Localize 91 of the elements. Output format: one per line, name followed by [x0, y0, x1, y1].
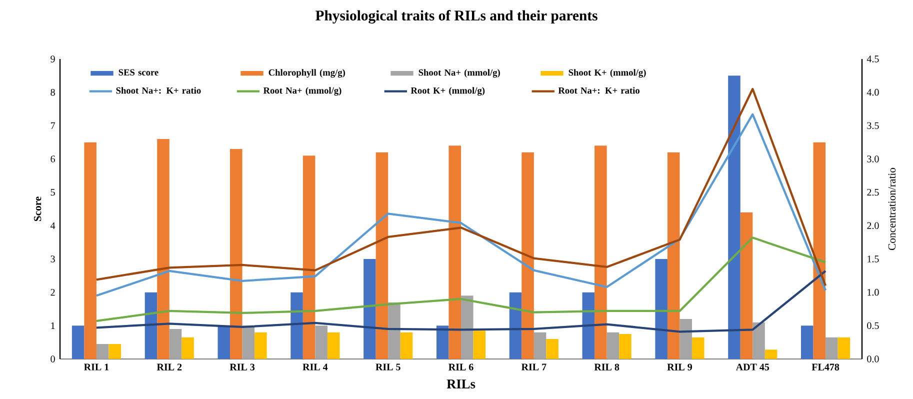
x-tick-label: RIL 6	[448, 364, 474, 370]
bar	[400, 332, 413, 359]
bar	[302, 156, 316, 359]
x-tick-label: ADT 45	[736, 364, 770, 370]
x-axis-title: RILs	[446, 380, 476, 388]
legend-label: Chlorophyll (mg/g)	[268, 69, 346, 78]
y2-tick-label: 2.0	[867, 222, 879, 230]
legend-label: Shoot Na+: K+ ratio	[116, 87, 201, 94]
bar	[254, 332, 267, 359]
legend-label: Shoot K+ (mmol/g)	[568, 69, 646, 78]
legend-label: Root K+ (mmol/g)	[410, 87, 485, 96]
y2-tick-label: 0.5	[867, 322, 879, 330]
bar	[376, 152, 388, 359]
bar	[655, 258, 668, 359]
bar	[522, 152, 534, 359]
legend-label: SES score	[118, 69, 158, 76]
bar	[813, 142, 826, 359]
bar	[534, 332, 546, 359]
bar	[838, 337, 850, 359]
bar	[436, 326, 449, 359]
y2-tick-label: 1.5	[868, 256, 879, 262]
y-tick-label: 8	[50, 88, 55, 96]
bar	[72, 326, 84, 359]
bar	[667, 152, 680, 359]
y2-tick-label: 3.5	[867, 122, 879, 130]
legend-label: Root Na+: K+ ratio	[558, 87, 640, 94]
bar	[764, 350, 778, 359]
bar	[582, 292, 595, 359]
line-series	[95, 88, 827, 287]
bar	[801, 326, 814, 359]
bar	[752, 322, 765, 359]
bar	[84, 142, 96, 359]
bar	[728, 76, 740, 359]
y-tick-label: 6	[50, 156, 56, 162]
bar	[546, 338, 558, 359]
bar	[594, 146, 607, 359]
line-series	[95, 270, 827, 333]
bar	[448, 146, 462, 359]
legend-label: Shoot Na+ (mmol/g)	[418, 69, 500, 78]
y-tick-label: 1	[51, 322, 55, 329]
bar	[96, 344, 109, 359]
bar	[230, 148, 242, 359]
y2-tick-label: 0.0	[867, 356, 879, 362]
bar	[327, 332, 340, 359]
y2-tick-label: 1.0	[868, 288, 879, 296]
bar	[108, 344, 121, 359]
bar	[388, 302, 400, 359]
bar	[826, 337, 838, 359]
x-tick-label: RIL 8	[594, 364, 620, 370]
bar	[364, 258, 376, 359]
line-series	[95, 236, 827, 322]
x-tick-label: RIL 7	[521, 364, 546, 370]
bar	[606, 332, 620, 359]
bar	[157, 138, 170, 359]
bar	[680, 318, 692, 359]
x-tick-label: RIL 5	[376, 364, 400, 370]
x-tick-label: RIL 4	[302, 364, 328, 370]
y-tick-label: 5	[50, 189, 55, 196]
bar	[218, 326, 230, 359]
bar	[182, 337, 194, 359]
bar	[692, 337, 704, 359]
bar	[619, 334, 632, 359]
bar	[473, 330, 486, 359]
legend-label: Root Na+ (mmol/g)	[263, 87, 342, 96]
y-tick-label: 9	[50, 56, 55, 62]
y2-tick-label: 4.5	[866, 56, 879, 62]
bar	[169, 328, 182, 359]
bar	[144, 292, 158, 359]
y2-tick-label: 4.0	[866, 88, 879, 96]
y-tick-label: 0	[50, 356, 55, 362]
bar	[740, 212, 753, 359]
bar	[315, 326, 328, 359]
x-tick-label: RIL 3	[230, 364, 255, 370]
bar	[290, 292, 303, 359]
y-tick-label: 7	[50, 122, 56, 129]
y2-axis-title: Concentration/ratio	[888, 168, 896, 250]
x-tick-label: RIL 9	[667, 364, 692, 370]
y-tick-label: 4	[50, 222, 56, 229]
y-tick-label: 3	[50, 256, 55, 262]
line-series	[95, 113, 827, 297]
x-tick-label: RIL 1	[84, 364, 109, 370]
bar	[461, 296, 474, 359]
chart-title: Physiological traits of RILs and their parents	[316, 10, 598, 24]
x-tick-label: RIL 2	[156, 364, 182, 370]
y-tick-label: 2	[50, 289, 55, 296]
y2-tick-label: 2.5	[867, 188, 879, 196]
x-tick-label: FL478	[812, 364, 840, 370]
y-axis-title: Score	[34, 196, 42, 222]
y2-tick-label: 3.0	[867, 156, 879, 162]
bar	[509, 292, 522, 359]
bar	[242, 326, 255, 359]
